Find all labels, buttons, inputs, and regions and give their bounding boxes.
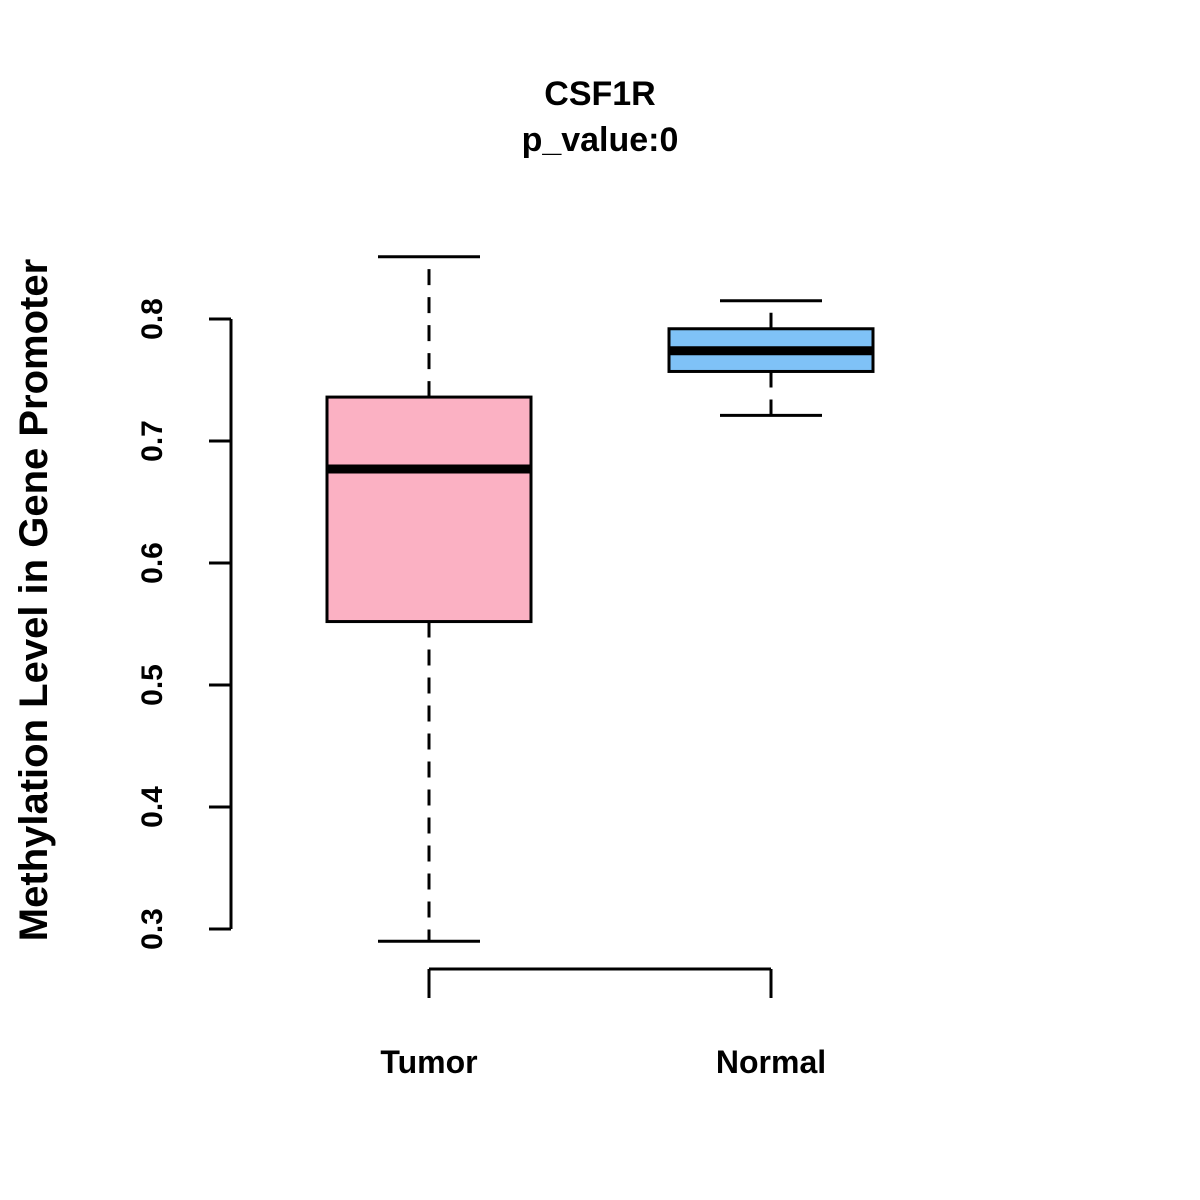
y-tick-label: 0.5 <box>136 664 169 706</box>
y-tick-label: 0.6 <box>136 542 169 584</box>
y-tick-label: 0.7 <box>136 420 169 462</box>
y-tick-label: 0.4 <box>136 786 169 828</box>
box-normal <box>667 299 875 417</box>
y-tick-label: 0.8 <box>136 298 169 340</box>
y-tick-label: 0.3 <box>136 908 169 950</box>
x-tick-label: Tumor <box>380 1044 477 1080</box>
chart-subtitle: p_value:0 <box>522 121 679 159</box>
y-axis-label: Methylation Level in Gene Promoter <box>12 259 56 941</box>
x-axis: Tumor Normal <box>380 967 826 1080</box>
boxes-group <box>325 255 875 943</box>
y-axis: 0.3 0.4 0.5 0.6 0.7 0.8 <box>136 298 233 950</box>
iqr-box <box>325 395 533 624</box>
x-tick-label: Normal <box>716 1044 826 1080</box>
box-tumor <box>325 255 533 943</box>
chart-title: CSF1R <box>544 75 655 113</box>
